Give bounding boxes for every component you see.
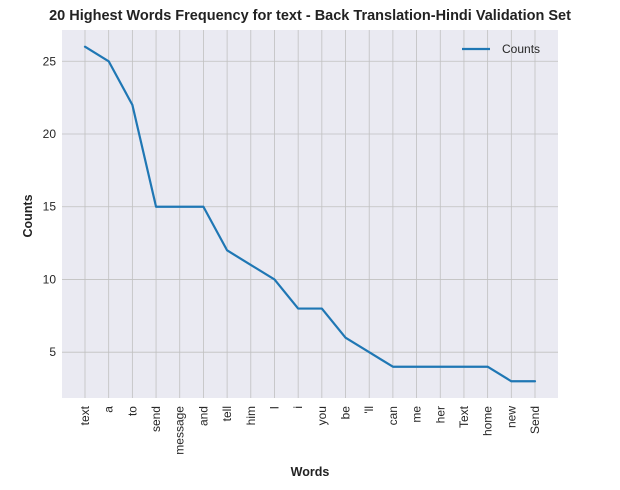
x-tick-label: Send xyxy=(528,406,542,434)
x-tick-label: home xyxy=(481,406,495,436)
x-tick-label: tell xyxy=(220,406,234,421)
y-tick-labels: 5 10 15 20 25 xyxy=(43,54,57,359)
grid-lines xyxy=(62,30,558,398)
x-tick-label: new xyxy=(504,406,518,428)
x-tick-label: be xyxy=(339,406,353,420)
x-tick-label: a xyxy=(102,406,116,413)
x-tick-label: and xyxy=(196,406,210,426)
x-tick-label: me xyxy=(410,406,424,423)
x-tick-label: can xyxy=(386,406,400,425)
legend: Counts xyxy=(462,42,540,56)
x-tick-label: 'll xyxy=(362,406,376,414)
y-tick-label: 25 xyxy=(43,54,57,68)
x-tick-label: her xyxy=(433,406,447,423)
x-tick-label: text xyxy=(78,405,92,425)
x-tick-label: Text xyxy=(457,405,471,428)
x-tick-label: send xyxy=(149,406,163,432)
x-tick-label: to xyxy=(125,406,139,416)
x-axis-label: Words xyxy=(290,465,330,479)
y-tick-label: 5 xyxy=(49,345,56,359)
plot-area xyxy=(62,30,558,398)
x-tick-label: message xyxy=(173,406,187,455)
y-tick-label: 10 xyxy=(43,272,57,286)
series-line xyxy=(83,45,537,383)
legend-label: Counts xyxy=(502,42,540,56)
x-tick-label: I xyxy=(267,406,281,409)
y-tick-label: 20 xyxy=(43,127,57,141)
y-tick-label: 15 xyxy=(43,200,57,214)
x-tick-label: him xyxy=(244,406,258,425)
x-tick-label: i xyxy=(291,406,305,409)
chart-title: 20 Highest Words Frequency for text - Ba… xyxy=(49,8,571,24)
series-layer xyxy=(83,45,537,383)
x-tick-label: you xyxy=(315,406,329,425)
